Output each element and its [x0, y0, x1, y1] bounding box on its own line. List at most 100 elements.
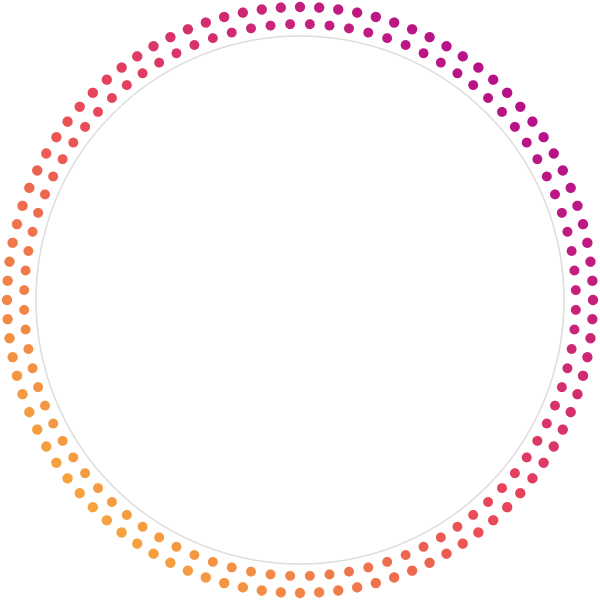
outer-dot-ring-dot — [370, 11, 382, 23]
inner-dot-ring — [19, 19, 581, 581]
inner-dot-ring-dot — [497, 106, 507, 117]
outer-dot-ring-dot — [165, 557, 176, 568]
inner-dot-ring-dot — [121, 80, 132, 91]
outer-dot-ring-dot — [577, 218, 589, 230]
inner-dot-ring-dot — [154, 57, 165, 68]
outer-dot-ring-dot — [538, 132, 549, 143]
inner-dot-ring-dot — [541, 418, 552, 429]
inner-dot-ring-dot — [246, 566, 256, 577]
inner-dot-ring-dot — [106, 497, 117, 507]
outer-dot-ring-dot — [32, 165, 43, 176]
outer-dot-ring-dot — [237, 7, 249, 18]
inner-dot-ring-dot — [19, 285, 30, 296]
outer-dot-ring-dot — [515, 487, 526, 499]
inner-dot-ring-dot — [418, 48, 429, 59]
outer-dot-ring-dot — [2, 313, 13, 325]
inner-dot-ring-dot — [418, 541, 429, 552]
inner-dot-ring-dot — [265, 20, 276, 31]
inner-dot-ring-dot — [570, 304, 581, 315]
outer-dot-ring-dot — [582, 351, 593, 363]
inner-dot-ring-dot — [285, 19, 296, 30]
outer-dot-ring-dot — [501, 501, 513, 513]
outer-dot-ring-dot — [116, 62, 127, 73]
inner-dot-ring-dot — [344, 23, 354, 34]
inner-dot-ring-dot — [226, 27, 237, 38]
outer-dot-ring-dot — [182, 24, 194, 35]
outer-dot-ring-dot — [51, 132, 62, 143]
inner-dot-ring-dot — [556, 382, 567, 393]
inner-dot-ring-dot — [27, 226, 38, 237]
outer-dot-ring-dot — [527, 473, 538, 484]
outer-dot-ring-dot — [587, 294, 599, 306]
outer-dot-ring-dot — [101, 515, 113, 526]
inner-dot-ring-dot — [452, 521, 463, 532]
inner-dot-ring-dot — [363, 562, 374, 573]
inner-dot-ring-dot — [382, 556, 393, 567]
inner-dot-ring-dot — [57, 435, 68, 446]
outer-dot-ring-dot — [473, 527, 484, 538]
inner-dot-ring-dot — [246, 23, 256, 34]
inner-dot-ring-dot — [483, 497, 494, 507]
inner-dot-ring-dot — [23, 246, 34, 256]
inner-dot-ring-dot — [80, 468, 91, 479]
outer-dot-ring-dot — [424, 557, 435, 568]
outer-dot-ring-dot — [87, 87, 99, 99]
inner-dot-ring-dot — [57, 154, 68, 165]
inner-dot-ring-dot — [549, 189, 560, 200]
outer-dot-ring-dot — [406, 24, 418, 35]
inner-dot-ring-dot — [452, 68, 463, 79]
outer-dot-ring-dot — [538, 457, 549, 468]
outer-dot-ring-dot — [548, 441, 559, 452]
inner-dot-ring-dot — [40, 189, 51, 200]
outer-dot-ring-dot — [7, 237, 18, 249]
outer-dot-ring-dot — [294, 1, 306, 13]
inner-dot-ring-dot — [570, 285, 581, 296]
inner-dot-ring-dot — [33, 207, 44, 218]
outer-dot-ring-dot — [200, 572, 212, 583]
outer-dot-ring-dot — [457, 51, 468, 62]
inner-dot-ring-dot — [566, 344, 577, 354]
inner-dot-ring-dot — [171, 541, 182, 552]
inner-dot-ring-dot — [121, 509, 132, 520]
inner-dot-ring-dot — [207, 556, 218, 567]
inner-dot-ring-dot — [532, 154, 543, 165]
inner-dot-ring-dot — [468, 80, 479, 91]
inner-dot-ring-dot — [27, 363, 38, 374]
inner-dot-ring-dot — [48, 418, 59, 429]
inner-dot-ring-dot — [137, 68, 148, 79]
outer-dot-ring-dot — [101, 74, 113, 85]
outer-dot-ring-dot — [17, 200, 28, 212]
outer-dot-ring-dot — [256, 585, 267, 596]
outer-dot-ring-dot — [457, 538, 468, 549]
outer-dot-ring-dot — [487, 74, 499, 85]
inner-dot-ring-dot — [171, 48, 182, 59]
outer-dot-ring-dot — [388, 572, 400, 583]
inner-dot-ring-dot — [562, 226, 573, 237]
outer-dot-ring-dot — [313, 587, 325, 598]
outer-dot-ring-dot — [74, 487, 85, 499]
outer-dot-ring-dot — [182, 565, 194, 576]
outer-dot-ring-dot — [370, 577, 382, 589]
inner-dot-ring-dot — [304, 19, 315, 30]
inner-dot-ring-dot — [400, 40, 411, 51]
inner-dot-ring-dot — [363, 27, 374, 38]
outer-dot-ring-dot — [487, 515, 499, 526]
outer-dot-ring-dot — [587, 275, 598, 287]
inner-dot-ring-dot — [68, 137, 79, 148]
outer-dot-ring-dot — [275, 587, 287, 598]
outer-dot-ring-dot — [62, 116, 73, 127]
inner-dot-ring-dot — [532, 435, 543, 446]
outer-dot-ring-dot — [4, 333, 15, 344]
outer-dot-ring-dot — [351, 7, 363, 18]
outer-dot-ring-dot — [256, 4, 267, 15]
inner-dot-ring-dot — [265, 569, 276, 580]
outer-dot-ring-dot — [17, 388, 28, 400]
inner-dot-ring-dot — [497, 483, 507, 494]
outer-dot-ring-dot — [62, 473, 73, 484]
inner-dot-ring-dot — [324, 569, 335, 580]
inner-dot-ring-dot — [68, 452, 79, 463]
inner-dot-ring-dot — [20, 265, 31, 276]
outer-dot-ring-dot — [585, 333, 596, 344]
inner-dot-ring-dot — [468, 509, 479, 520]
